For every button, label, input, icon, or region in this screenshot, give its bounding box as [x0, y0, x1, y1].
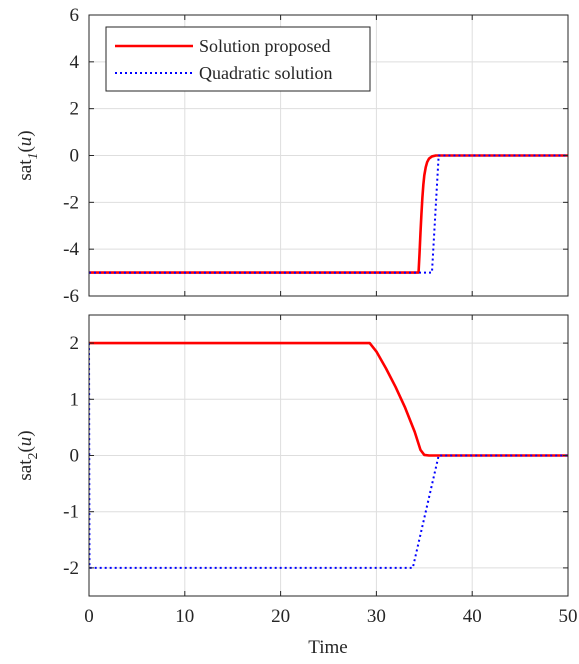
y-tick-label: -2 [63, 192, 79, 213]
solution-proposed-line [89, 154, 568, 274]
legend-box [105, 26, 371, 92]
y-tick-label: -6 [63, 286, 79, 307]
y-tick-label: 1 [70, 389, 80, 410]
quadratic-solution-line [89, 343, 568, 569]
y-tick-label: 0 [70, 146, 80, 167]
legend-label: Solution proposed [199, 36, 331, 56]
legend-label: Quadratic solution [199, 63, 332, 83]
y-tick-label: -1 [63, 502, 79, 523]
legend: Solution proposed Quadratic solution [105, 26, 371, 92]
y-tick-label: 6 [70, 5, 80, 26]
x-tick-label: 10 [175, 606, 194, 627]
x-tick-label: 50 [559, 606, 578, 627]
x-tick-label: 20 [271, 606, 290, 627]
y-tick-label: 4 [70, 52, 80, 73]
top-panel: -6 -4 -2 0 2 4 6 sat1(u) Solution proposed Quadra… [15, 5, 569, 307]
x-tick-label: 40 [463, 606, 482, 627]
y-axis-label: sat2(u) [15, 430, 41, 480]
y-tick-label: -4 [63, 239, 79, 260]
quadratic-solution-line [89, 154, 568, 274]
y-tick-label: 0 [70, 446, 80, 467]
x-axis-label: Time [308, 637, 347, 658]
y-tick-label: -2 [63, 558, 79, 579]
y-axis-label: sat1(u) [15, 130, 41, 180]
solution-proposed-line [89, 341, 568, 457]
y-tick-label: 2 [70, 333, 80, 354]
y-tick-label: 2 [70, 99, 80, 120]
x-tick-label: 30 [367, 606, 386, 627]
x-tick-label: 0 [84, 606, 94, 627]
